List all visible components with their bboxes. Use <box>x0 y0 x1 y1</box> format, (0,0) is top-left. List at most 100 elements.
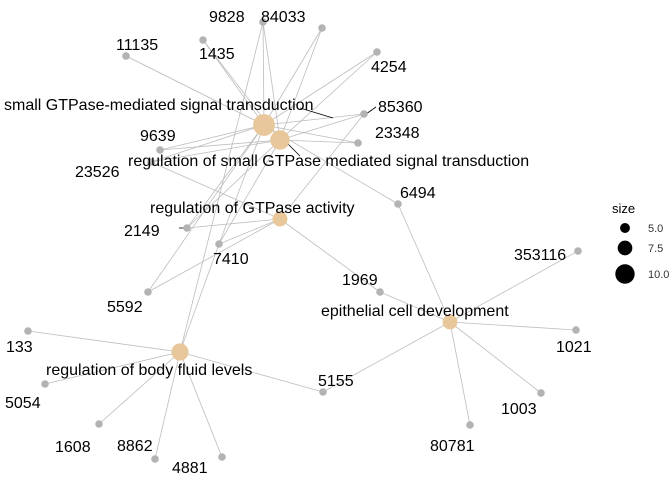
gene-label-8862: 8862 <box>117 438 153 455</box>
gene-node-4254 <box>373 48 381 56</box>
edge-t4-6494 <box>397 203 451 323</box>
gene-node-2149 <box>183 224 191 232</box>
gene-label-80781: 80781 <box>430 438 475 455</box>
edge-t1-11135 <box>125 55 265 126</box>
gene-label-23526: 23526 <box>75 164 120 181</box>
gene-node-80781 <box>466 421 474 429</box>
edge-t2-9828 <box>262 21 281 141</box>
gene-node-133 <box>24 327 32 335</box>
term-node-epithelial-cell-development <box>442 314 458 330</box>
edge-t3-7410 <box>218 218 281 245</box>
edge-t3-85360 <box>279 113 365 220</box>
term-node-small-gtpase-mediated-signal-transduction <box>253 114 275 136</box>
legend-size-marker-10-0 <box>615 264 635 284</box>
edge-t2-23526 <box>150 139 281 163</box>
gene-node-5592 <box>144 288 152 296</box>
edge-t4-5155 <box>322 321 451 393</box>
edge-t5-8862 <box>154 351 181 460</box>
edge-t4-1021 <box>449 321 577 331</box>
gene-node-1435 <box>199 36 207 44</box>
gene-label-5592: 5592 <box>107 299 143 316</box>
gene-label-1003: 1003 <box>501 401 537 418</box>
term-label-epithelial-cell-development: epithelial cell development <box>321 303 509 320</box>
edge-t1-84033 <box>263 27 323 126</box>
edge-t1-1435 <box>202 39 265 126</box>
gene-node-7410 <box>215 240 223 248</box>
term-node-regulation-of-small-gtpase-mediated-signal-transduction <box>270 130 290 150</box>
edge-t1-4254 <box>263 51 378 126</box>
edge-t2-7410 <box>218 139 281 245</box>
gene-node-1021 <box>572 326 580 334</box>
gene-label-2149: 2149 <box>124 223 160 240</box>
gene-node-353116 <box>574 247 582 255</box>
gene-node-6494 <box>394 200 402 208</box>
gene-label-1969: 1969 <box>342 272 378 289</box>
gene-label-4254: 4254 <box>371 59 407 76</box>
gene-label-9639: 9639 <box>140 128 176 145</box>
edge-layer <box>27 21 579 460</box>
gene-node-layer <box>24 18 582 463</box>
edge-t3-2149 <box>186 218 281 229</box>
edge-t4-353116 <box>449 250 579 323</box>
edge-t5-5155 <box>179 351 324 393</box>
edge-t5-5054 <box>44 351 181 385</box>
gene-node-5155 <box>319 388 327 396</box>
gene-node-85360 <box>360 110 368 118</box>
gene-label-1021: 1021 <box>556 339 592 356</box>
edge-t1-23526 <box>150 124 265 163</box>
size-legend: size 5.0 7.5 10.0 <box>612 201 669 284</box>
edge-t2-9639 <box>159 139 281 151</box>
gene-label-9828: 9828 <box>209 9 245 26</box>
gene-label-85360: 85360 <box>378 99 423 116</box>
edge-t4-1003 <box>449 321 542 394</box>
edge-t2-84033 <box>279 27 323 141</box>
gene-node-9639 <box>156 146 164 154</box>
gene-node-23348 <box>354 139 362 147</box>
gene-label-7410: 7410 <box>213 251 249 268</box>
gene-label-4881: 4881 <box>172 460 208 477</box>
label-leader-line <box>299 107 334 119</box>
gene-label-1608: 1608 <box>55 439 91 456</box>
term-node-regulation-of-body-fluid-levels <box>171 343 189 361</box>
term-label-regulation-of-gtpase-activity: regulation of GTPase activity <box>150 200 355 217</box>
term-node-layer <box>171 114 458 361</box>
gene-node-5054 <box>41 380 49 388</box>
gene-label-6494: 6494 <box>400 185 436 202</box>
edge-t5-4881 <box>179 351 223 458</box>
legend-size-label: 10.0 <box>648 269 669 281</box>
gene-node-23526 <box>147 158 155 166</box>
gene-node-9828 <box>259 18 267 26</box>
gene-node-84033 <box>318 24 326 32</box>
term-node-regulation-of-gtpase-activity <box>272 211 288 227</box>
edge-t1-9828 <box>262 21 265 126</box>
label-layer: 9828 84033 11135 1435 4254 85360 23348 9639 2352… <box>4 9 592 477</box>
edge-t3-23526 <box>150 161 281 220</box>
edge-t3-1969 <box>279 218 381 293</box>
gene-node-1608 <box>95 420 103 428</box>
edge-t5-9828 <box>179 21 264 353</box>
term-label-regulation-of-small-gtpase-mediated-signal-transduction: regulation of small GTPase mediated sign… <box>128 153 529 170</box>
edge-t3-5592 <box>147 218 281 293</box>
edge-t5-133 <box>27 330 181 353</box>
term-label-regulation-of-body-fluid-levels: regulation of body fluid levels <box>46 362 252 379</box>
gene-label-23348: 23348 <box>375 125 420 142</box>
edge-t2-85360 <box>279 113 365 141</box>
edge-t2-23348 <box>279 139 359 144</box>
edge-t4-80781 <box>449 321 471 426</box>
legend-size-marker-7-5 <box>617 240 633 256</box>
gene-node-1003 <box>537 389 545 397</box>
edge-t1-23348 <box>263 124 359 144</box>
edge-t4-1969 <box>379 291 451 323</box>
gene-label-5054: 5054 <box>5 395 41 412</box>
gene-label-84033: 84033 <box>261 9 306 26</box>
legend-size-label: 7.5 <box>648 243 663 255</box>
gene-node-4881 <box>218 453 226 461</box>
gene-node-8862 <box>151 455 159 463</box>
gene-node-11135 <box>122 52 130 60</box>
edge-t2-4254 <box>279 51 378 141</box>
legend-title: size <box>612 201 635 216</box>
gene-label-353116: 353116 <box>514 247 566 264</box>
edge-t5-7410 <box>179 243 220 353</box>
